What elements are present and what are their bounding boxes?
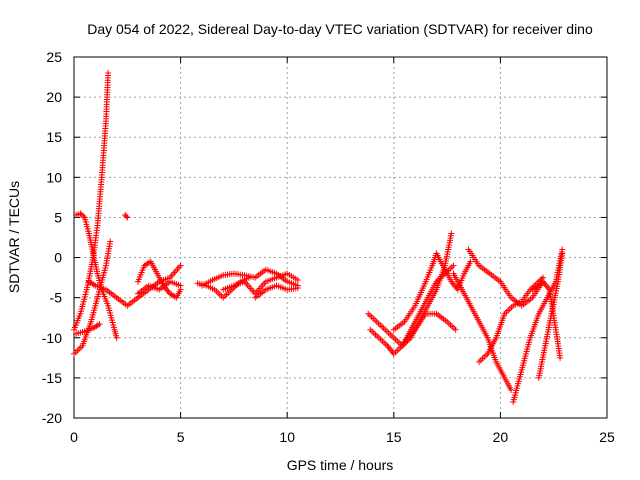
chart-title: Day 054 of 2022, Sidereal Day-to-day VTE… bbox=[87, 21, 593, 37]
data-point bbox=[557, 354, 564, 361]
data-point bbox=[448, 230, 455, 237]
series-track-10 bbox=[198, 266, 301, 289]
data-point bbox=[508, 386, 515, 393]
y-tick-label: 20 bbox=[46, 89, 62, 105]
axis-ticks: 0 5 10 15 20 25 -20 -15 -10 -5 0 5 10 15 20 25 bbox=[42, 49, 615, 445]
series-track-5 bbox=[85, 262, 184, 309]
x-tick-label: 0 bbox=[70, 429, 78, 445]
series-track-8 bbox=[134, 278, 184, 297]
data-point bbox=[96, 321, 103, 328]
series-track-15 bbox=[390, 250, 474, 333]
x-tick-label: 20 bbox=[493, 429, 509, 445]
x-tick-label: 10 bbox=[279, 429, 295, 445]
data-point bbox=[537, 281, 544, 288]
data-point bbox=[467, 258, 474, 265]
data-point bbox=[177, 262, 184, 269]
series-track-2 bbox=[71, 70, 112, 333]
data-point bbox=[107, 238, 114, 245]
x-tick-label: 5 bbox=[177, 429, 185, 445]
series-track-7 bbox=[134, 258, 184, 301]
data-point bbox=[450, 262, 457, 269]
grid bbox=[74, 57, 607, 418]
x-tick-label: 25 bbox=[599, 429, 615, 445]
y-tick-label: -10 bbox=[42, 330, 62, 346]
data-point bbox=[559, 250, 566, 257]
y-tick-label: 25 bbox=[46, 49, 62, 65]
y-tick-label: -5 bbox=[50, 290, 63, 306]
y-axis-label: SDTVAR / TECUs bbox=[6, 181, 22, 293]
y-tick-label: 15 bbox=[46, 129, 62, 145]
data-point bbox=[535, 282, 542, 289]
data-point bbox=[294, 277, 301, 284]
x-tick-label: 15 bbox=[386, 429, 402, 445]
data-point bbox=[123, 213, 130, 220]
data-point bbox=[77, 210, 84, 217]
plot-frame bbox=[73, 56, 608, 419]
y-tick-label: 5 bbox=[54, 209, 62, 225]
series-track-21 bbox=[535, 250, 566, 381]
y-tick-label: -15 bbox=[42, 370, 62, 386]
series-track-6 bbox=[122, 212, 131, 221]
series-track-12 bbox=[252, 282, 301, 301]
data-marks bbox=[71, 70, 566, 405]
series-track-16 bbox=[401, 310, 459, 345]
data-point bbox=[105, 70, 112, 77]
data-point bbox=[113, 334, 120, 341]
data-point bbox=[78, 211, 85, 218]
series-track-22 bbox=[529, 278, 547, 293]
data-point bbox=[80, 213, 87, 220]
series-track-4 bbox=[73, 321, 103, 337]
data-point bbox=[177, 282, 184, 289]
data-point bbox=[124, 214, 131, 221]
y-tick-label: -20 bbox=[42, 410, 62, 426]
data-point bbox=[452, 326, 459, 333]
y-tick-label: 0 bbox=[54, 250, 62, 266]
series-track-18 bbox=[450, 270, 515, 393]
data-point bbox=[538, 279, 545, 286]
series-track-19 bbox=[476, 274, 547, 365]
data-point bbox=[540, 278, 547, 285]
series-track-1 bbox=[73, 210, 120, 341]
y-tick-label: 10 bbox=[46, 169, 62, 185]
series-track-14 bbox=[367, 262, 457, 357]
x-axis-label: GPS time / hours bbox=[287, 457, 394, 473]
data-point bbox=[294, 285, 301, 292]
series-track-11 bbox=[220, 270, 301, 297]
